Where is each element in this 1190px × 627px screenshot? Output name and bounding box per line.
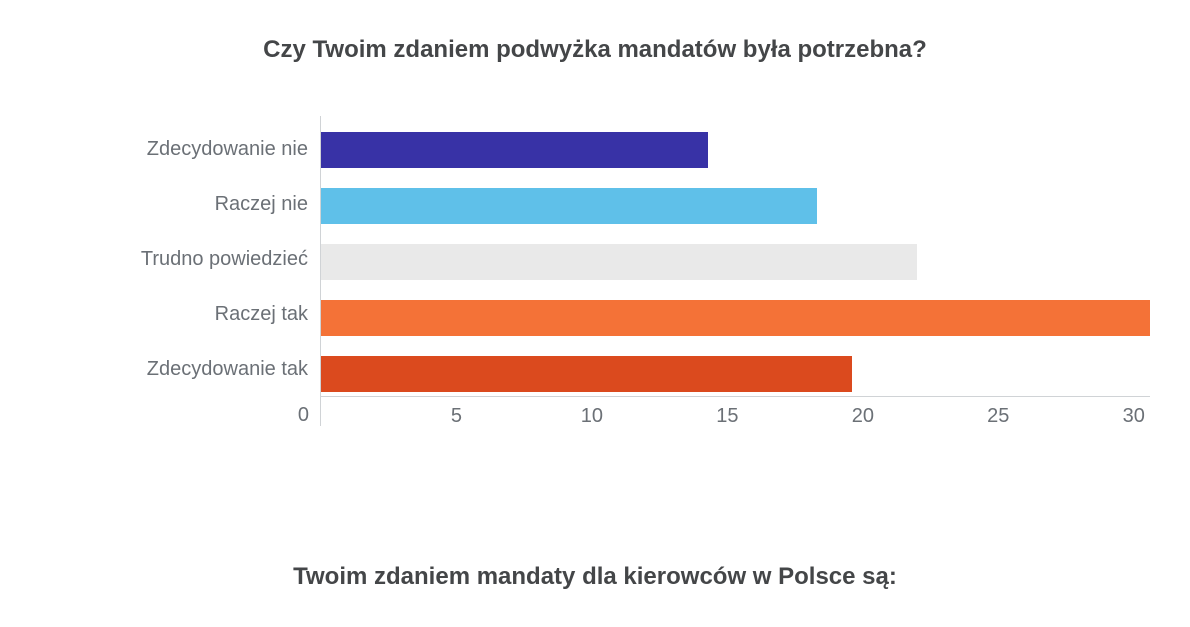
y-axis-label: Trudno powiedzieć bbox=[40, 235, 308, 283]
y-axis-label: Raczej tak bbox=[40, 290, 308, 338]
bar bbox=[321, 132, 708, 168]
bar bbox=[321, 356, 852, 392]
chart-title: Czy Twoim zdaniem podwyżka mandatów była… bbox=[40, 36, 1150, 64]
x-tick: 15 bbox=[716, 405, 738, 428]
y-axis-label: Raczej nie bbox=[40, 180, 308, 228]
x-tick: 30 bbox=[1123, 405, 1145, 428]
x-tick: 20 bbox=[852, 405, 874, 428]
chart-plot: Zdecydowanie nie Raczej nie Trudno powiedz… bbox=[40, 116, 1150, 426]
chart-container: Czy Twoim zdaniem podwyżka mandatów była… bbox=[0, 0, 1190, 627]
y-axis-label: Zdecydowanie nie bbox=[40, 125, 308, 173]
y-axis-labels: Zdecydowanie nie Raczej nie Trudno powiedz… bbox=[40, 116, 320, 396]
bar bbox=[321, 244, 917, 280]
bars bbox=[321, 122, 1150, 402]
x-tick-zero: 0 bbox=[29, 404, 309, 427]
x-tick: 25 bbox=[987, 405, 1009, 428]
bar bbox=[321, 300, 1150, 336]
plot-area: 0 51015202530 bbox=[320, 116, 1150, 426]
footer-title: Twoim zdaniem mandaty dla kierowców w Po… bbox=[0, 563, 1190, 591]
x-tick: 10 bbox=[581, 405, 603, 428]
y-axis-label: Zdecydowanie tak bbox=[40, 345, 308, 393]
x-tick: 5 bbox=[451, 405, 462, 428]
x-axis: 51015202530 bbox=[321, 396, 1150, 397]
bar bbox=[321, 188, 817, 224]
